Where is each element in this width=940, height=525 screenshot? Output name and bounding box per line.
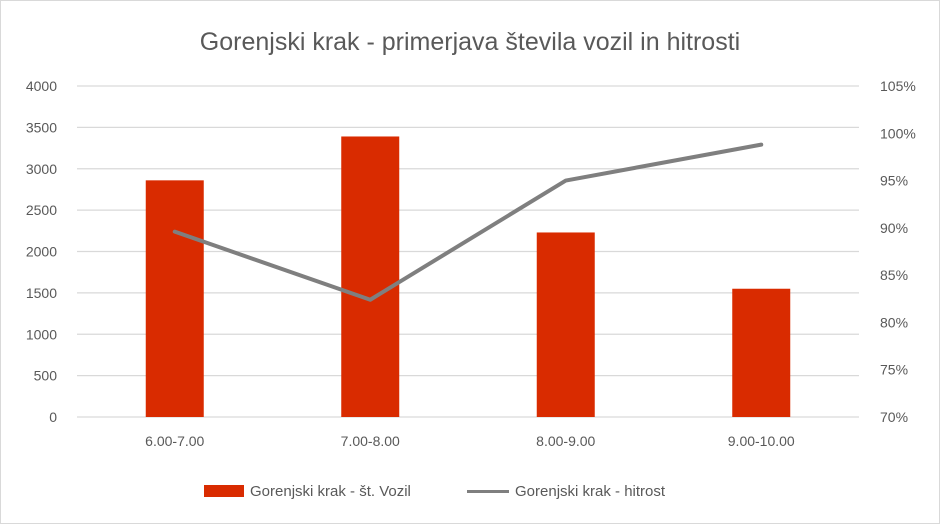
left-axis-tick-label: 0 [49,409,57,425]
bar[interactable] [732,288,791,417]
x-axis-tick-label: 8.00-9.00 [536,433,595,449]
legend-item-speed[interactable]: Gorenjski krak - hitrost [467,480,665,502]
right-axis-tick-label: 80% [880,314,908,330]
x-axis-tick-label: 7.00-8.00 [341,433,400,449]
legend-label: Gorenjski krak - hitrost [515,482,666,500]
legend-item-vehicles[interactable]: Gorenjski krak - št. Vozil [204,480,411,502]
legend-label: Gorenjski krak - št. Vozil [250,482,411,500]
left-axis-tick-label: 2500 [26,202,57,218]
left-axis-tick-label: 1500 [26,285,57,301]
right-axis-tick-label: 105% [880,78,916,94]
right-axis-tick-label: 95% [880,173,908,189]
left-axis-tick-label: 3000 [26,161,57,177]
left-axis-tick-label: 4000 [26,78,57,94]
x-axis-tick-label: 9.00-10.00 [728,433,795,449]
bar[interactable] [145,180,204,417]
x-axis-tick-label: 6.00-7.00 [145,433,204,449]
right-axis-tick-label: 85% [880,267,908,283]
right-axis-tick-label: 90% [880,220,908,236]
left-axis-tick-label: 500 [34,368,58,384]
left-axis-tick-label: 1000 [26,326,57,342]
right-axis-tick-label: 75% [880,362,908,378]
left-axis-tick-label: 2000 [26,244,57,260]
legend-line-swatch-icon [467,489,509,493]
speed-line[interactable] [172,142,764,302]
chart-title: Gorenjski krak - primerjava števila vozi… [199,28,741,56]
left-axis-tick-label: 3500 [26,119,57,135]
legend-bar-swatch-icon [204,485,244,497]
legend: Gorenjski krak - št. Vozil Gorenjski kra… [0,480,940,502]
bar[interactable] [536,232,595,417]
right-axis-tick-label: 100% [880,125,916,141]
right-axis-tick-label: 70% [880,409,908,425]
bar[interactable] [341,136,400,418]
